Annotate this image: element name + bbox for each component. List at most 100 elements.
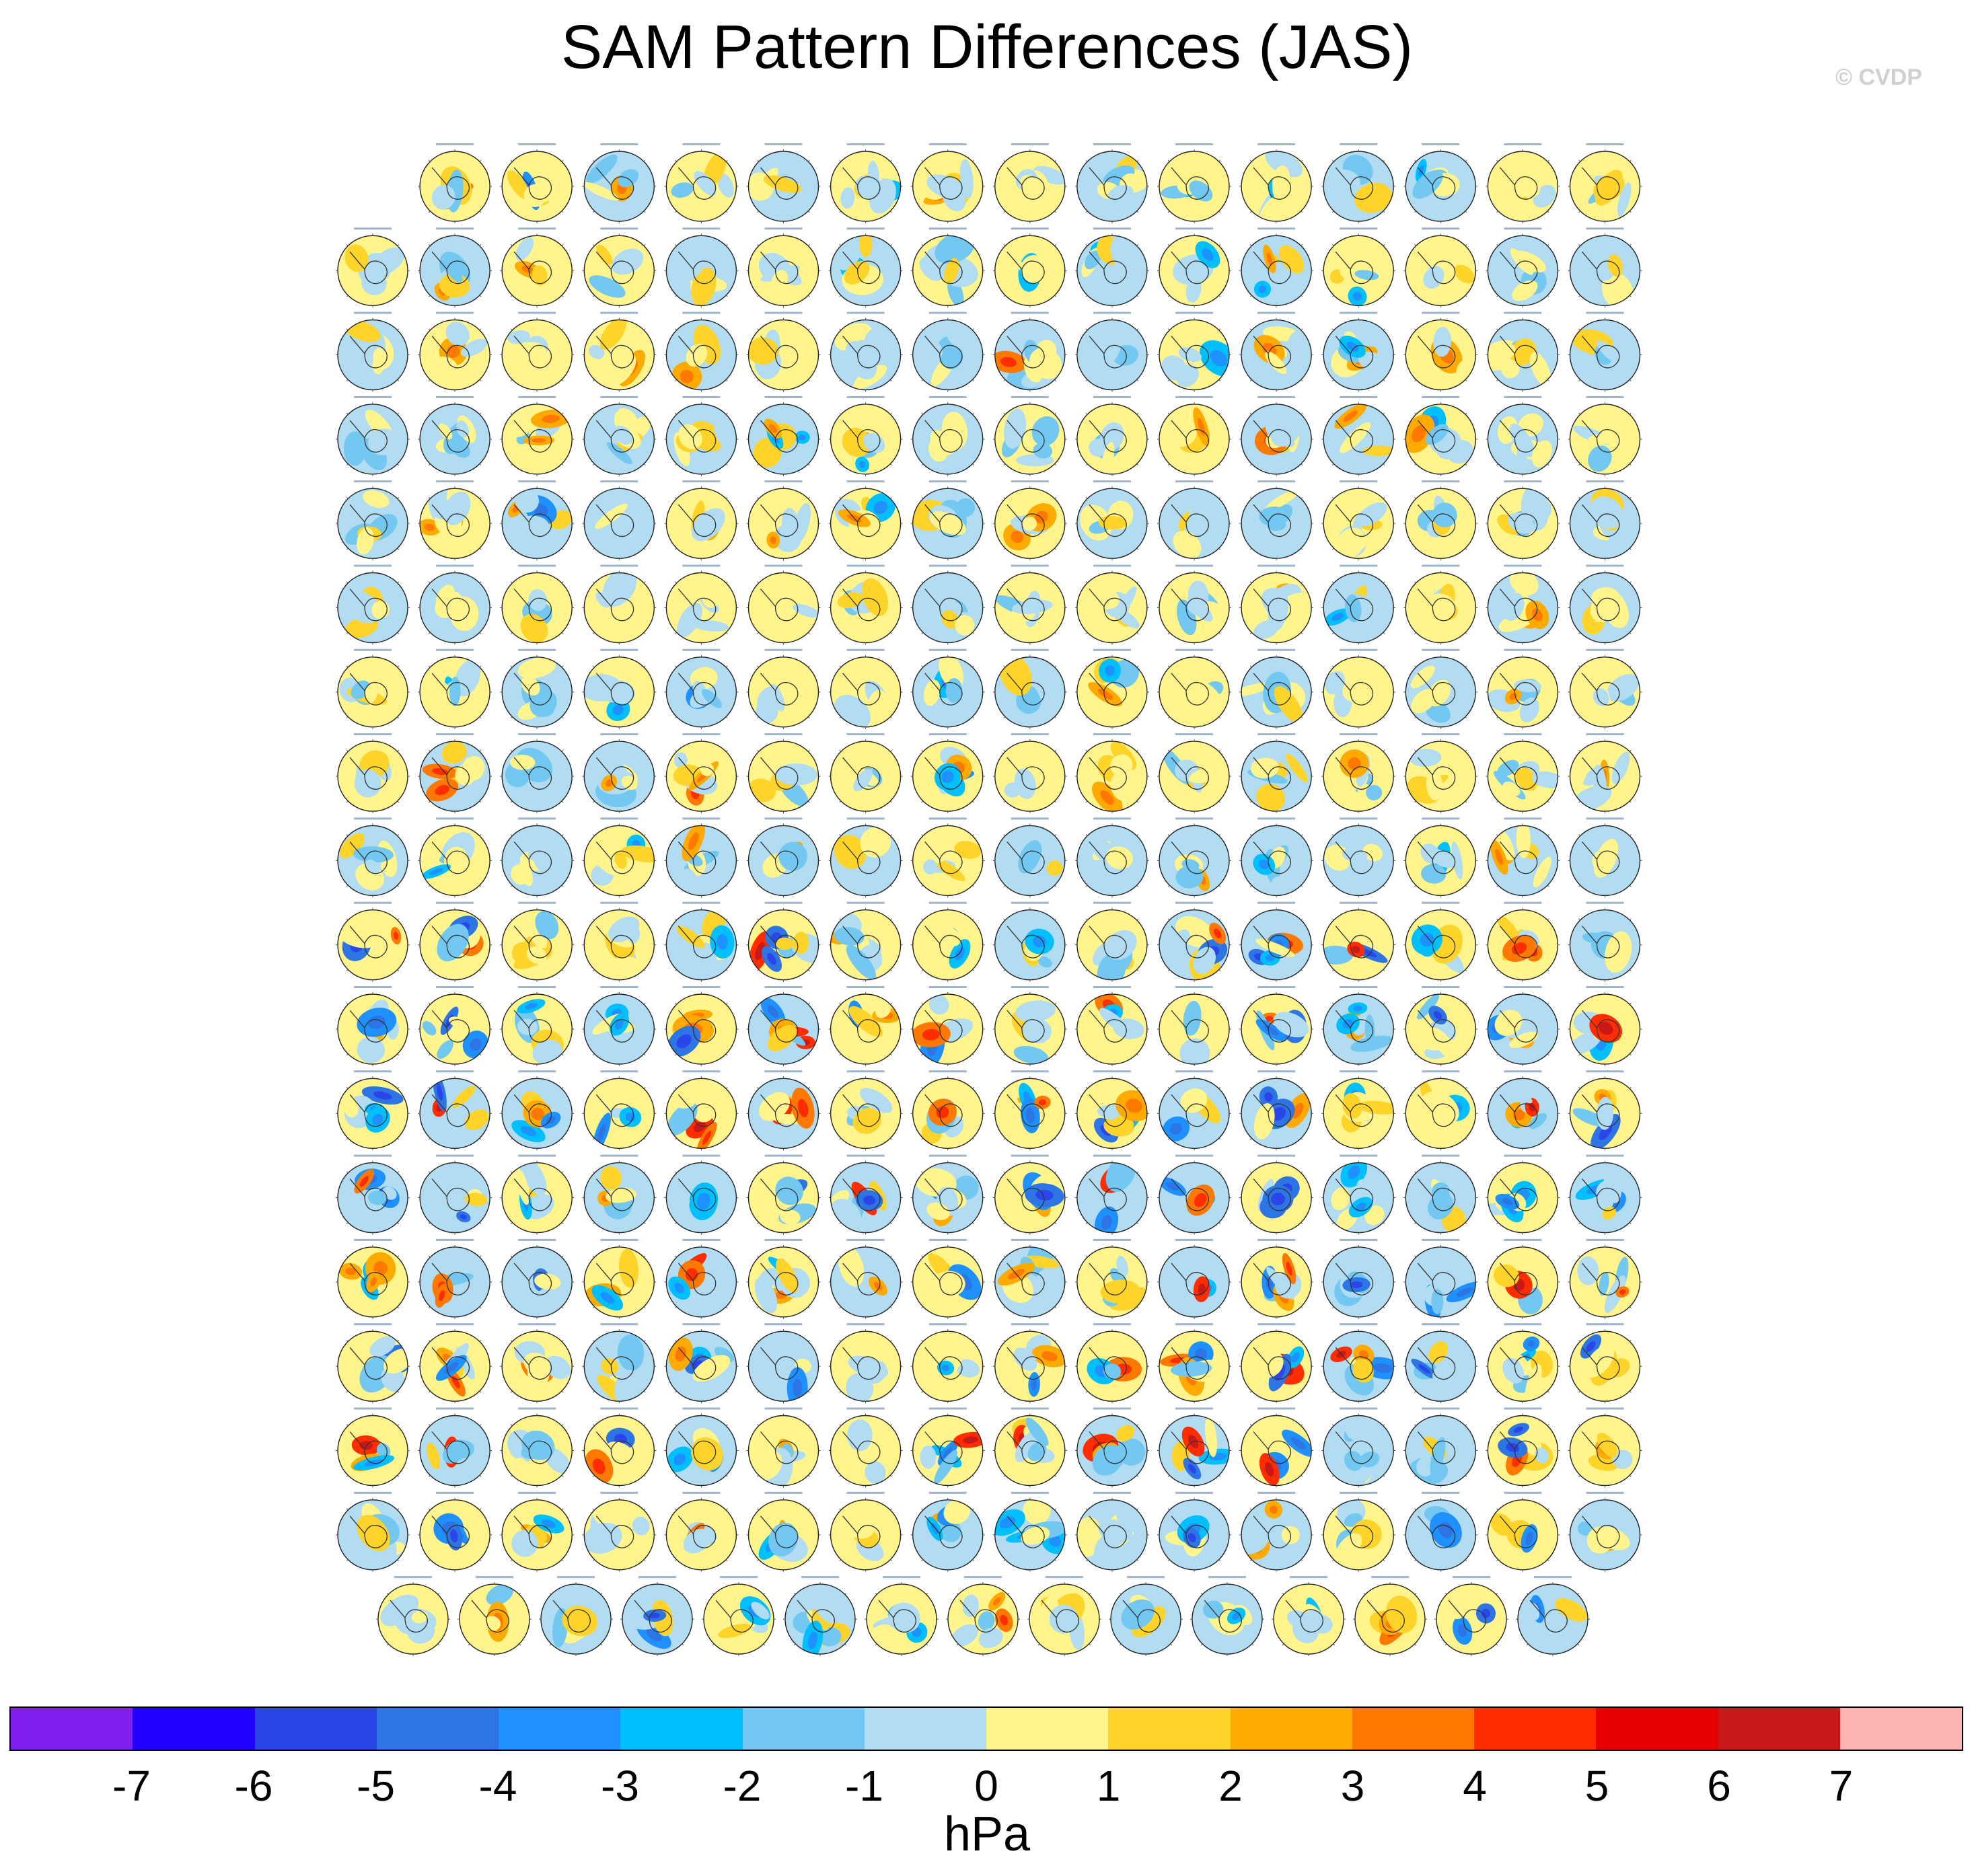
map-panel xyxy=(582,564,657,645)
map-panel xyxy=(1403,396,1478,476)
colorbar-swatch xyxy=(499,1708,621,1750)
map-panel xyxy=(992,1491,1067,1572)
map-panel xyxy=(664,396,739,476)
colorbar-swatch xyxy=(864,1708,986,1750)
map-panel xyxy=(1239,1238,1314,1319)
map-panel xyxy=(1157,901,1231,982)
map-panel xyxy=(582,480,657,561)
map-panel xyxy=(664,1070,739,1151)
map-panel xyxy=(582,901,657,982)
map-panel xyxy=(746,311,821,392)
map-panel xyxy=(539,1576,613,1657)
map-panel xyxy=(746,396,821,476)
map-panel xyxy=(746,1323,821,1404)
map-panel xyxy=(458,1576,532,1657)
map-panel xyxy=(620,1576,694,1657)
map-panel xyxy=(418,227,492,308)
map-panel xyxy=(1321,648,1396,729)
map-panel xyxy=(1486,143,1560,223)
map-panel xyxy=(746,227,821,308)
map-panel xyxy=(1239,733,1314,814)
map-panel xyxy=(910,1323,985,1404)
map-panel xyxy=(1074,986,1149,1066)
colorbar-tick-label: -3 xyxy=(601,1762,639,1810)
map-panel xyxy=(910,901,985,982)
map-panel xyxy=(746,1238,821,1319)
map-panel xyxy=(1321,817,1396,898)
map-panel xyxy=(582,1491,657,1572)
map-panel xyxy=(910,733,985,814)
map-panel xyxy=(1486,648,1560,729)
map-panel xyxy=(1074,901,1149,982)
map-panel xyxy=(1403,901,1478,982)
map-panel xyxy=(582,227,657,308)
map-panel xyxy=(1157,143,1231,223)
map-panel xyxy=(992,396,1067,476)
map-panel xyxy=(664,733,739,814)
map-panel xyxy=(1321,1407,1396,1488)
colorbar-tick-label: 1 xyxy=(1096,1762,1121,1810)
map-panel xyxy=(746,564,821,645)
map-panel xyxy=(992,986,1067,1066)
map-panel xyxy=(418,1070,492,1151)
colorbar-tick-label: -2 xyxy=(723,1762,762,1810)
map-panel xyxy=(336,733,410,814)
map-panel xyxy=(1239,396,1314,476)
map-panel xyxy=(1321,311,1396,392)
map-panel xyxy=(910,1070,985,1151)
map-panel xyxy=(828,986,903,1066)
map-panel xyxy=(1074,311,1149,392)
map-panel xyxy=(664,648,739,729)
map-panel xyxy=(1486,1323,1560,1404)
colorbar-tick-label: 0 xyxy=(974,1762,998,1810)
map-panel xyxy=(1074,1323,1149,1404)
map-panel xyxy=(418,1323,492,1404)
map-panel xyxy=(336,1407,410,1488)
colorbar-tick-label: -7 xyxy=(112,1762,151,1810)
map-panel xyxy=(992,733,1067,814)
map-panel xyxy=(418,311,492,392)
map-panel xyxy=(1321,480,1396,561)
map-panel xyxy=(1272,1576,1346,1657)
map-panel xyxy=(664,227,739,308)
map-panel xyxy=(1321,396,1396,476)
colorbar-tick-label: 2 xyxy=(1218,1762,1243,1810)
map-panel xyxy=(992,311,1067,392)
map-panel xyxy=(1074,1070,1149,1151)
map-panel xyxy=(418,143,492,223)
map-panel xyxy=(1403,143,1478,223)
colorbar-swatch xyxy=(1718,1708,1840,1750)
map-panel xyxy=(582,396,657,476)
map-panel xyxy=(1157,480,1231,561)
map-panel xyxy=(910,648,985,729)
map-panel xyxy=(746,1491,821,1572)
map-panel xyxy=(500,1070,575,1151)
map-panel xyxy=(1157,986,1231,1066)
colorbar-tick-label: -5 xyxy=(357,1762,395,1810)
map-panel xyxy=(746,733,821,814)
map-panel xyxy=(1568,564,1642,645)
map-panel xyxy=(582,1407,657,1488)
map-panel xyxy=(664,1154,739,1235)
map-panel xyxy=(1568,1491,1642,1572)
map-panel xyxy=(582,1238,657,1319)
map-panel xyxy=(418,733,492,814)
map-panel xyxy=(1157,1070,1231,1151)
map-panel xyxy=(664,817,739,898)
map-panel xyxy=(910,311,985,392)
map-panel xyxy=(336,901,410,982)
map-panel xyxy=(1239,1491,1314,1572)
map-panel xyxy=(1486,901,1560,982)
map-panel xyxy=(418,1238,492,1319)
map-panel xyxy=(910,143,985,223)
map-panel xyxy=(418,480,492,561)
map-panel xyxy=(1403,1238,1478,1319)
map-panel xyxy=(1239,1154,1314,1235)
map-panel xyxy=(1486,1070,1560,1151)
map-panel xyxy=(500,901,575,982)
map-panel xyxy=(828,901,903,982)
map-panel xyxy=(376,1576,450,1657)
map-panel xyxy=(992,1238,1067,1319)
map-panel xyxy=(336,480,410,561)
